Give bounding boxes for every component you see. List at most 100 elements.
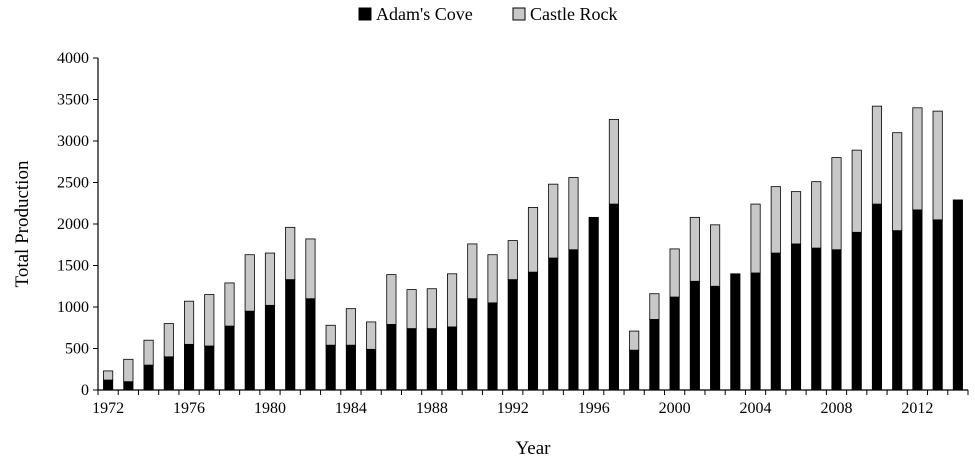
bar-adams-cove-1997 <box>608 203 619 391</box>
legend-label-adams-cove: Adam's Cove <box>376 4 473 24</box>
y-tick-label: 4000 <box>57 50 89 67</box>
bar-castle-rock-1983 <box>325 324 336 346</box>
bar-adams-cove-1995 <box>568 249 579 391</box>
y-tick-label: 0 <box>81 382 89 399</box>
bar-adams-cove-2013 <box>932 219 943 391</box>
bar-adams-cove-2014 <box>952 199 963 391</box>
bar-adams-cove-1980 <box>264 304 276 391</box>
x-tick-label: 1988 <box>416 400 448 417</box>
x-tick-label: 1972 <box>92 400 124 417</box>
bar-adams-cove-2001 <box>689 280 700 391</box>
bar-adams-cove-1979 <box>244 310 255 391</box>
bar-castle-rock-1991 <box>487 254 498 304</box>
x-tick-label: 1992 <box>497 400 529 417</box>
legend-swatch-adams-cove <box>358 7 372 21</box>
x-tick-label: 2008 <box>820 400 852 417</box>
bar-adams-cove-2003 <box>730 273 741 391</box>
bar-castle-rock-1999 <box>649 293 660 320</box>
x-tick-label: 2000 <box>659 400 691 417</box>
bar-adams-cove-1989 <box>447 326 458 391</box>
bar-castle-rock-2007 <box>811 181 822 249</box>
bar-adams-cove-1991 <box>487 302 498 391</box>
bar-adams-cove-1975 <box>163 356 174 391</box>
bar-adams-cove-2006 <box>790 243 802 391</box>
bar-adams-cove-2000 <box>669 296 680 391</box>
bar-adams-cove-1973 <box>123 381 134 391</box>
bar-adams-cove-2009 <box>851 231 862 391</box>
bar-castle-rock-1978 <box>224 282 235 327</box>
bar-adams-cove-1985 <box>366 348 377 391</box>
bar-adams-cove-1981 <box>285 279 296 391</box>
y-tick-label: 2500 <box>57 175 89 192</box>
bar-adams-cove-1993 <box>527 271 539 391</box>
x-tick-label: 1976 <box>173 400 205 417</box>
bar-adams-cove-2010 <box>871 203 883 391</box>
bar-adams-cove-1987 <box>406 328 417 391</box>
bar-castle-rock-1977 <box>204 294 215 347</box>
bar-adams-cove-1990 <box>467 298 478 391</box>
legend-swatch-castle-rock <box>512 7 526 21</box>
x-tick-label: 1984 <box>335 400 367 417</box>
bar-castle-rock-1998 <box>629 330 640 351</box>
bar-castle-rock-1973 <box>123 358 134 383</box>
y-tick-label: 3000 <box>57 133 89 150</box>
bar-castle-rock-2001 <box>689 216 700 282</box>
bar-castle-rock-2006 <box>790 191 802 245</box>
y-tick-label: 3500 <box>57 92 89 109</box>
y-tick-label: 1500 <box>57 258 89 275</box>
bar-castle-rock-1975 <box>163 323 174 358</box>
bar-adams-cove-2007 <box>811 247 822 391</box>
legend-label-castle-rock: Castle Rock <box>530 4 618 24</box>
bar-castle-rock-1997 <box>608 119 619 205</box>
bar-adams-cove-2011 <box>892 230 903 391</box>
bar-adams-cove-1972 <box>103 379 114 391</box>
bar-castle-rock-2002 <box>710 224 721 287</box>
x-tick-label: 2012 <box>901 400 933 417</box>
bar-adams-cove-1998 <box>629 349 640 391</box>
bar-castle-rock-1992 <box>507 240 518 281</box>
bar-adams-cove-1984 <box>345 344 356 391</box>
bar-adams-cove-1986 <box>386 324 397 391</box>
bar-castle-rock-1988 <box>426 288 437 329</box>
bar-castle-rock-2012 <box>912 107 923 211</box>
bar-adams-cove-2012 <box>912 209 923 391</box>
y-tick-label: 500 <box>65 341 89 358</box>
bar-castle-rock-1982 <box>305 238 316 300</box>
bar-castle-rock-1985 <box>366 321 377 350</box>
bar-adams-cove-1974 <box>143 364 154 391</box>
bar-castle-rock-1989 <box>447 273 458 328</box>
y-tick-label: 2000 <box>57 216 89 233</box>
bar-castle-rock-1984 <box>345 308 356 346</box>
bars <box>103 105 963 391</box>
bar-castle-rock-1994 <box>548 183 559 259</box>
bar-adams-cove-1992 <box>507 279 518 391</box>
bar-castle-rock-1995 <box>568 177 579 251</box>
bar-adams-cove-2008 <box>831 249 842 391</box>
bar-castle-rock-1972 <box>103 370 114 381</box>
bar-adams-cove-1994 <box>548 257 559 391</box>
bar-castle-rock-1976 <box>183 300 195 345</box>
x-tick-label: 2004 <box>740 400 772 417</box>
x-axis-ticks: 1972 1976 1980 1984 1988 1992 1996 2000 2004 2008… <box>92 390 969 417</box>
bar-adams-cove-1996 <box>588 216 599 391</box>
bar-castle-rock-1993 <box>527 206 539 273</box>
bar-castle-rock-2005 <box>770 186 781 254</box>
bar-castle-rock-2008 <box>831 157 842 251</box>
bar-castle-rock-1986 <box>386 274 397 325</box>
bar-castle-rock-2000 <box>669 248 680 298</box>
bar-adams-cove-1982 <box>305 298 316 391</box>
y-axis-ticks: 0 500 1000 1500 2000 2500 3000 3500 4000 <box>57 50 98 399</box>
bar-adams-cove-1988 <box>426 328 437 391</box>
bar-castle-rock-1980 <box>264 252 276 306</box>
bar-adams-cove-1976 <box>183 343 195 391</box>
bar-castle-rock-2011 <box>892 132 903 232</box>
x-tick-label: 1996 <box>578 400 610 417</box>
bar-castle-rock-1981 <box>285 226 296 281</box>
bar-castle-rock-2009 <box>851 149 862 233</box>
bar-castle-rock-1974 <box>143 339 154 366</box>
bar-adams-cove-1999 <box>649 319 660 391</box>
legend: Adam's Cove Castle Rock <box>358 4 618 24</box>
y-axis-title: Total Production <box>12 160 33 287</box>
bar-adams-cove-2005 <box>770 252 781 391</box>
